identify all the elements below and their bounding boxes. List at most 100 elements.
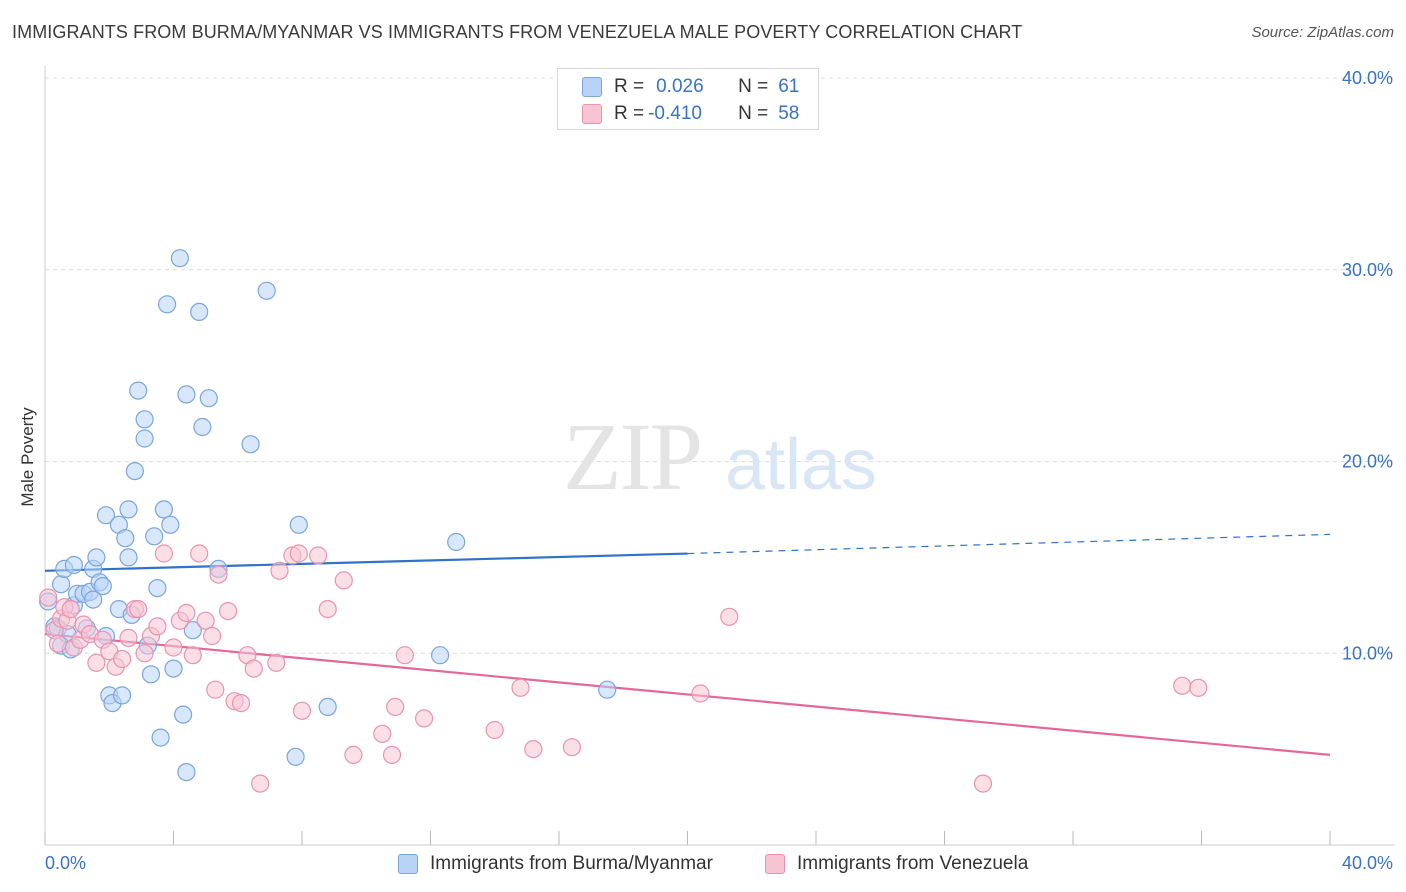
stats-row-venezuela: R = -0.410 N = 58 <box>582 103 799 125</box>
point-burma <box>286 747 305 766</box>
x-tick-label: 40.0% <box>1342 853 1393 873</box>
point-burma <box>112 686 132 705</box>
n-value-venezuela: 58 <box>778 103 800 124</box>
point-venezuela <box>344 745 363 765</box>
point-burma <box>87 548 106 567</box>
n-label: N = <box>738 76 769 97</box>
tick-labels: 10.0% 20.0% 30.0% 40.0% 0.0% 40.0% <box>45 68 1393 873</box>
trend-line-burma <box>44 552 688 572</box>
point-burma <box>158 295 177 314</box>
point-venezuela <box>973 774 993 793</box>
y-tick-label: 40.0% <box>1342 68 1393 88</box>
point-burma <box>119 500 138 519</box>
point-venezuela <box>148 617 167 636</box>
point-venezuela <box>177 603 196 623</box>
point-burma <box>148 578 167 598</box>
point-venezuela <box>154 544 173 563</box>
point-burma <box>151 728 170 747</box>
legend-label-venezuela: Immigrants from Venezuela <box>797 853 1029 874</box>
point-venezuela <box>292 701 312 720</box>
point-venezuela <box>485 720 504 740</box>
watermark-atlas: atlas <box>725 425 877 505</box>
point-burma <box>145 527 164 546</box>
watermark: ZIP atlas <box>563 403 877 510</box>
point-burma <box>257 281 276 300</box>
point-venezuela <box>386 697 405 717</box>
point-burma <box>96 506 116 525</box>
y-tick-label: 10.0% <box>1342 643 1393 663</box>
point-burma <box>164 659 183 678</box>
point-burma <box>447 532 466 552</box>
point-venezuela <box>289 544 308 563</box>
point-burma <box>170 249 189 268</box>
point-venezuela <box>135 644 154 663</box>
r-label: R = <box>614 103 645 124</box>
point-venezuela <box>395 646 414 665</box>
point-burma <box>125 462 144 481</box>
point-burma <box>84 590 103 609</box>
n-label: N = <box>738 103 769 124</box>
legend-item-venezuela[interactable]: Immigrants from Venezuela <box>765 852 1028 876</box>
stats-legend: R = 0.026 N = 61 R = -0.410 N = 58 <box>557 68 819 130</box>
point-venezuela <box>39 588 58 607</box>
trend-line-burma-projection <box>687 533 1331 555</box>
point-venezuela <box>164 638 183 657</box>
y-tick-label: 30.0% <box>1342 260 1393 280</box>
point-venezuela <box>415 709 434 728</box>
point-venezuela <box>61 599 80 619</box>
point-venezuela <box>119 628 138 648</box>
point-burma <box>141 665 161 684</box>
point-venezuela <box>309 546 328 565</box>
point-venezuela <box>1173 676 1192 695</box>
point-venezuela <box>112 649 132 669</box>
point-burma <box>116 529 135 548</box>
grid-lines <box>45 77 1395 654</box>
data-points <box>39 249 1208 793</box>
point-burma <box>177 762 196 782</box>
point-burma <box>183 621 202 640</box>
trend-line-venezuela <box>44 632 1331 756</box>
r-label: R = <box>614 76 645 97</box>
point-venezuela <box>206 680 225 699</box>
axes <box>44 66 1395 846</box>
source-label: Source: ZipAtlas.com <box>1251 24 1394 41</box>
point-burma <box>64 555 84 575</box>
stats-row-burma: R = 0.026 N = 61 <box>582 76 799 98</box>
swatch-blue <box>582 77 602 97</box>
point-venezuela <box>267 653 286 672</box>
point-venezuela <box>524 739 543 759</box>
point-venezuela <box>511 678 530 697</box>
watermark-zip: ZIP <box>563 403 701 510</box>
point-burma <box>241 435 260 454</box>
point-burma <box>177 385 196 404</box>
point-venezuela <box>382 745 402 765</box>
point-venezuela <box>318 599 337 619</box>
point-burma <box>174 705 193 724</box>
point-venezuela <box>562 738 582 757</box>
n-value-burma: 61 <box>778 76 800 97</box>
point-burma <box>129 381 148 400</box>
point-venezuela <box>244 659 263 678</box>
swatch-pink <box>765 854 785 874</box>
point-venezuela <box>251 774 270 793</box>
swatch-blue <box>398 854 418 874</box>
point-venezuela <box>219 601 238 621</box>
point-venezuela <box>203 626 222 646</box>
r-value-venezuela: -0.410 <box>648 103 702 124</box>
point-venezuela <box>48 634 68 653</box>
point-venezuela <box>87 653 106 672</box>
legend-item-burma[interactable]: Immigrants from Burma/Myanmar <box>398 852 713 876</box>
point-burma <box>51 575 71 594</box>
y-tick-label: 20.0% <box>1342 452 1393 472</box>
point-burma <box>135 410 154 429</box>
point-burma <box>598 680 617 699</box>
point-burma <box>161 515 180 534</box>
point-venezuela <box>720 607 739 626</box>
point-venezuela <box>334 571 353 590</box>
point-burma <box>289 515 308 534</box>
point-venezuela <box>196 611 215 630</box>
point-burma <box>135 429 154 448</box>
point-burma <box>190 302 209 321</box>
point-venezuela <box>190 544 209 563</box>
